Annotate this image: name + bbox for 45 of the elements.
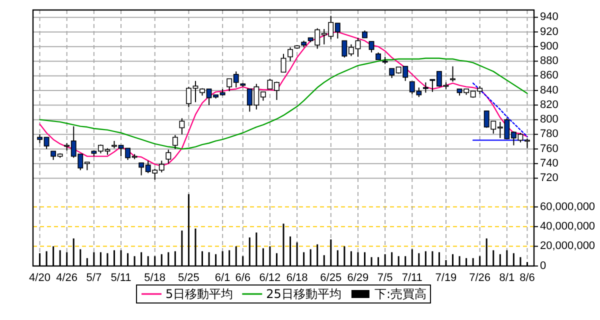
y2-tick-label: 60,000,000 bbox=[540, 200, 596, 213]
x-tick-label: 7/5 bbox=[377, 272, 393, 284]
y-tick-label: 880 bbox=[540, 55, 558, 68]
y-tick-label: 820 bbox=[540, 98, 558, 111]
y2-tick-label: 20,000,000 bbox=[540, 240, 596, 252]
x-tick-label: 7/26 bbox=[469, 272, 491, 284]
y-tick-label: 740 bbox=[540, 158, 558, 170]
x-tick-label: 6/6 bbox=[235, 272, 251, 284]
x-tick-label: 5/7 bbox=[86, 272, 102, 284]
candlestick bbox=[172, 134, 178, 150]
candlestick bbox=[179, 118, 185, 135]
y-tick-label: 800 bbox=[540, 114, 558, 126]
candlestick bbox=[422, 82, 428, 94]
candlestick bbox=[280, 53, 286, 73]
x-tick-label: 6/12 bbox=[259, 272, 281, 284]
candlestick bbox=[368, 40, 374, 53]
y-tick-label: 940 bbox=[540, 11, 558, 24]
legend-label: 5日移動平均 bbox=[166, 287, 234, 301]
y-tick-label: 860 bbox=[540, 70, 558, 82]
x-tick-label: 6/25 bbox=[320, 272, 342, 284]
legend-label: 下:売買高 bbox=[374, 287, 426, 301]
x-tick-label: 5/18 bbox=[144, 272, 166, 284]
y2-tick-label: 40,000,000 bbox=[540, 220, 596, 233]
legend-label: 25日移動平均 bbox=[266, 287, 342, 301]
y-tick-label: 780 bbox=[540, 128, 558, 140]
candlestick bbox=[450, 66, 456, 82]
x-tick-label: 7/11 bbox=[402, 272, 422, 284]
x-tick-label: 4/26 bbox=[56, 272, 78, 284]
x-tick-label: 7/19 bbox=[435, 272, 457, 284]
y-tick-label: 900 bbox=[540, 40, 558, 52]
y-tick-label: 760 bbox=[540, 142, 558, 155]
y2-tick-label: 0 bbox=[540, 260, 546, 272]
candlestick bbox=[166, 149, 172, 164]
x-tick-label: 6/29 bbox=[347, 272, 369, 284]
y-tick-label: 920 bbox=[540, 26, 558, 38]
y-tick-label: 840 bbox=[540, 84, 558, 96]
x-tick-label: 4/20 bbox=[29, 272, 50, 284]
x-tick-label: 8/1 bbox=[499, 272, 515, 284]
x-tick-label: 5/25 bbox=[178, 272, 200, 284]
candlestick bbox=[288, 46, 293, 62]
x-tick-label: 5/11 bbox=[110, 272, 132, 284]
x-tick-label: 6/18 bbox=[286, 272, 308, 284]
x-tick-label: 8/6 bbox=[520, 272, 535, 284]
x-tick-label: 6/1 bbox=[214, 272, 230, 284]
y-tick-label: 720 bbox=[540, 172, 558, 184]
